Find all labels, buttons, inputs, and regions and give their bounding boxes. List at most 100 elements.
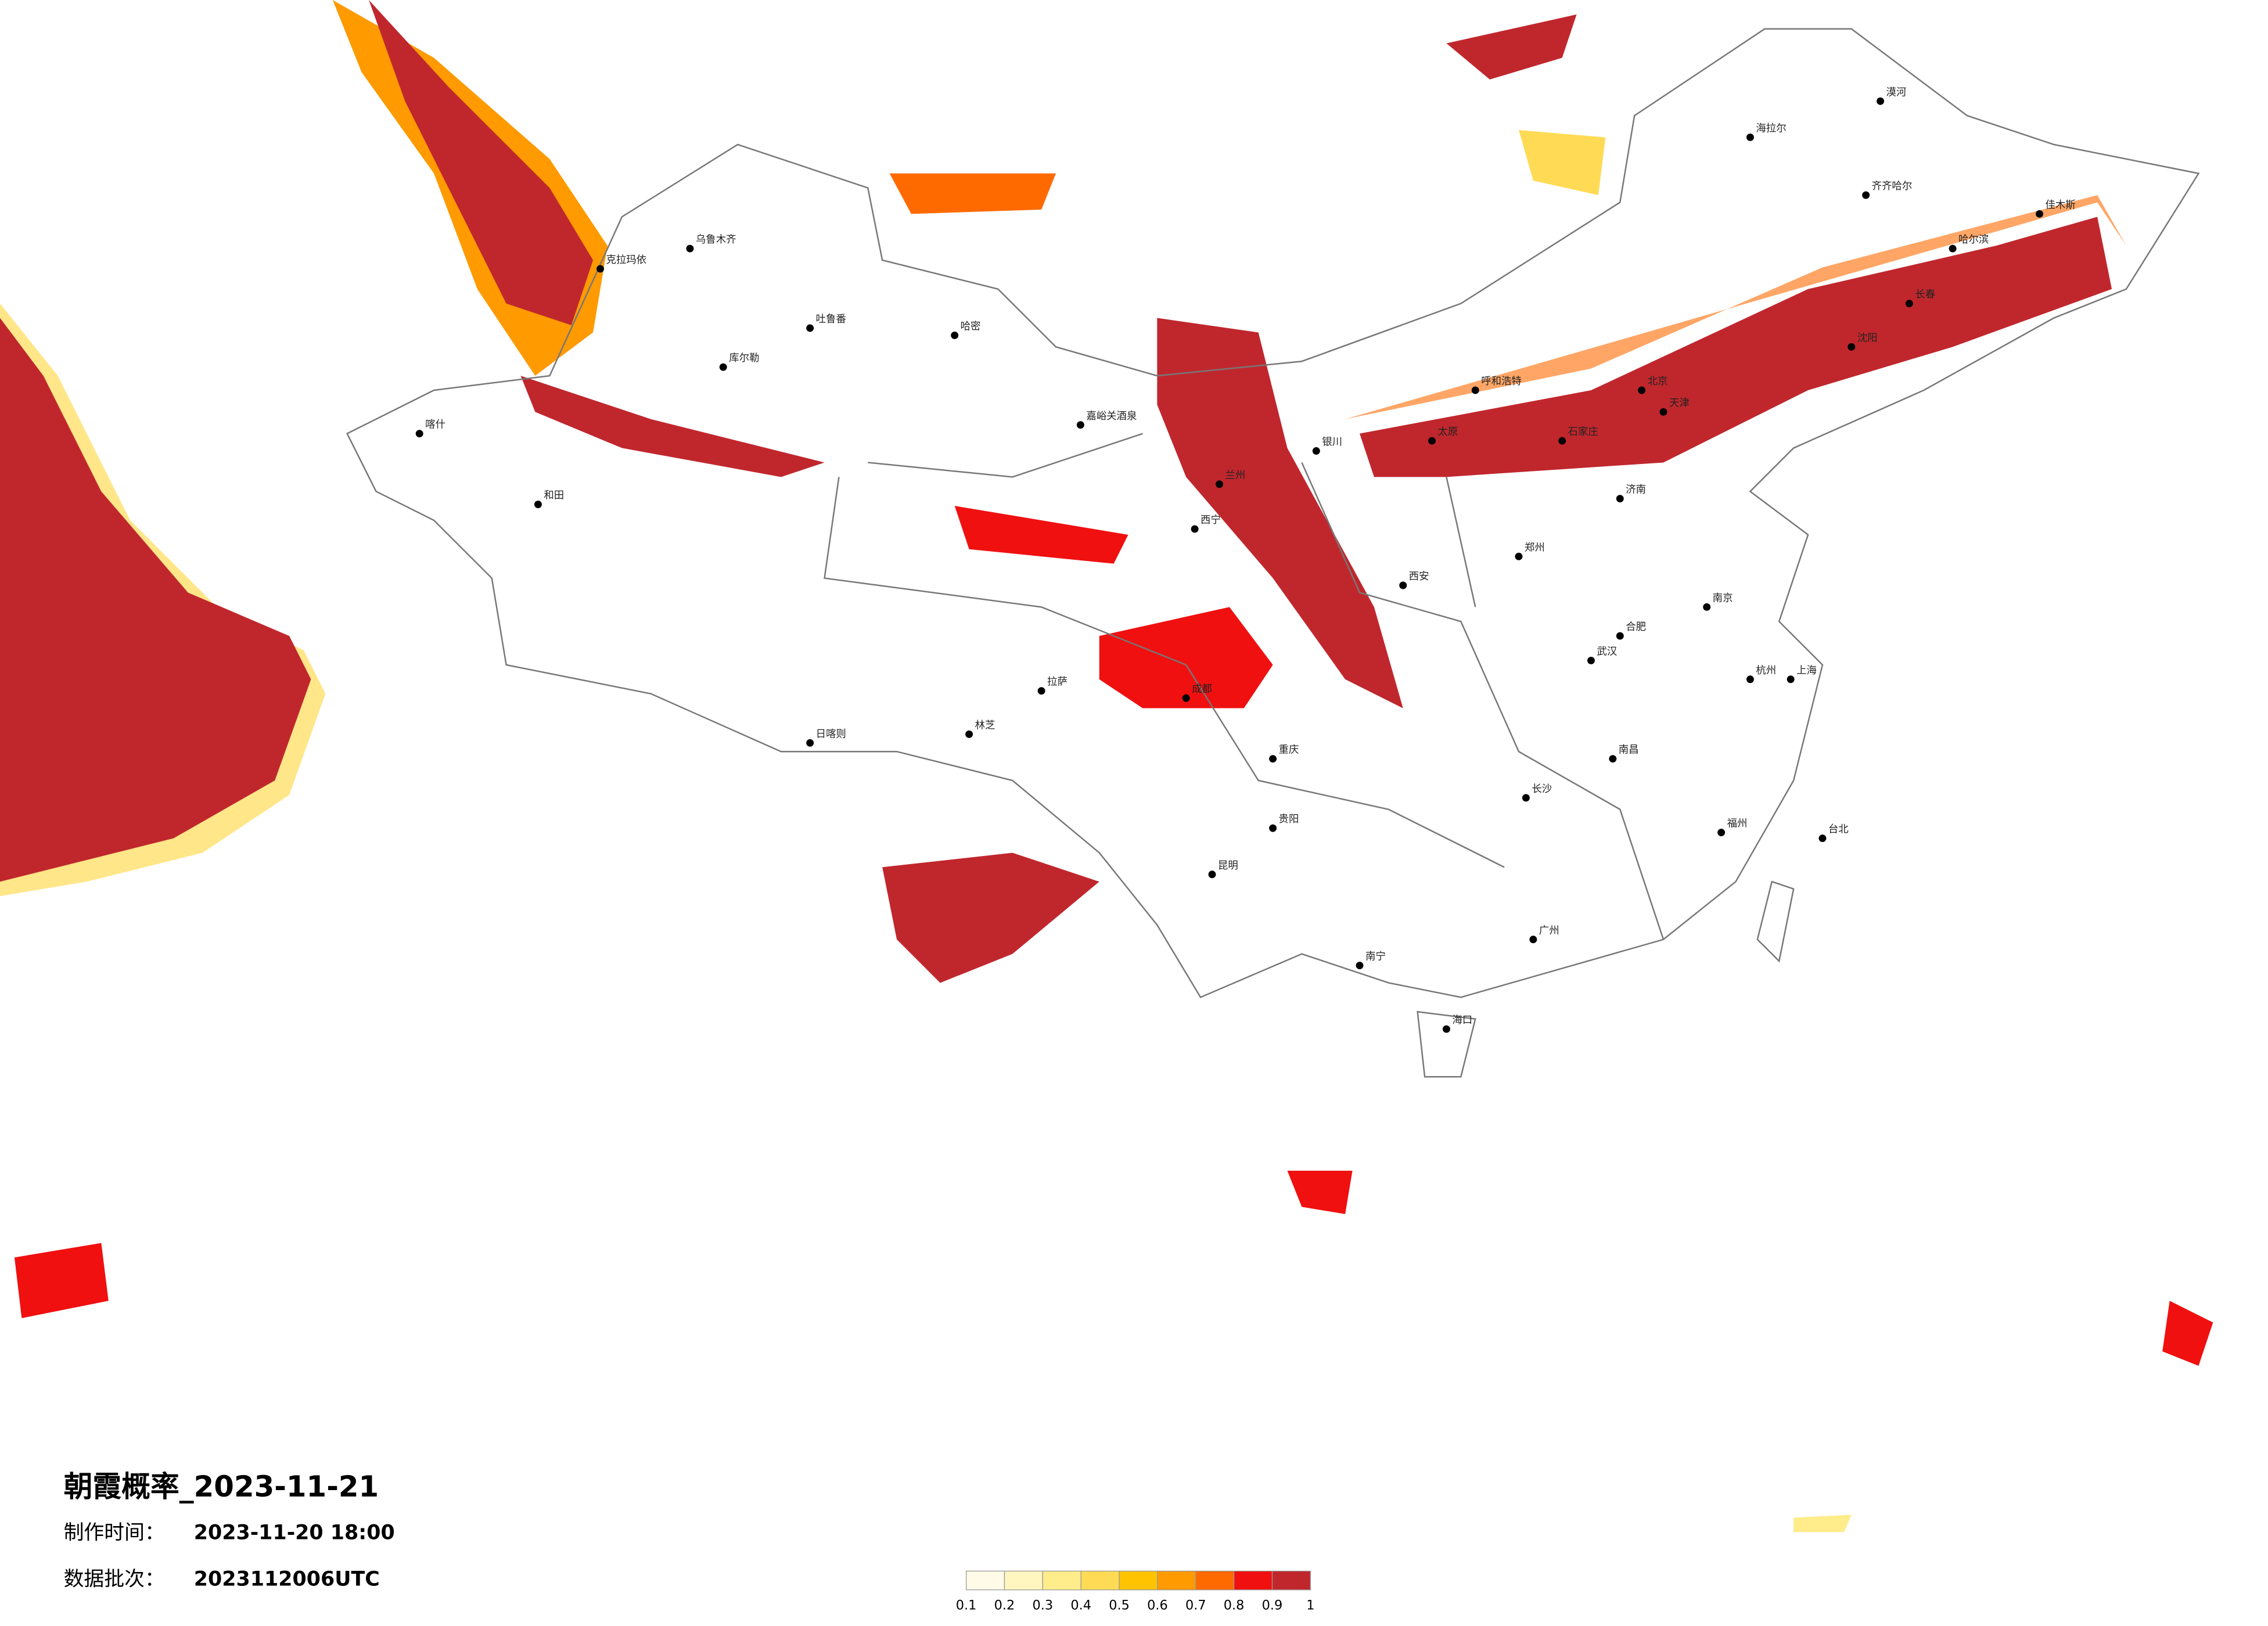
city-dot (965, 730, 973, 738)
city-dot (1215, 480, 1223, 488)
city-label: 昆明 (1218, 860, 1238, 872)
city-dot (2036, 210, 2043, 218)
city-dot (1269, 824, 1277, 832)
city-label: 吐鲁番 (816, 314, 846, 325)
city-dot (1609, 755, 1617, 763)
legend-tick: 0.5 (1109, 1598, 1130, 1613)
city-label: 武汉 (1597, 646, 1617, 657)
city-label: 拉萨 (1047, 677, 1067, 688)
city-label: 哈尔滨 (1958, 234, 1989, 246)
city-dot (1746, 675, 1754, 684)
city-label: 西宁 (1201, 515, 1221, 526)
city-dot (1818, 834, 1827, 843)
city-dot (1208, 870, 1216, 879)
city-label: 贵阳 (1279, 814, 1299, 825)
city-dot (1587, 656, 1595, 664)
city-dot (1659, 408, 1667, 416)
city-label: 天津 (1669, 397, 1690, 409)
city-label: 海口 (1452, 1015, 1472, 1026)
legend-tick: 0.7 (1185, 1598, 1206, 1613)
legend: 0.1 0.2 0.3 0.4 0.5 0.6 0.7 0.8 0.9 1 (956, 1570, 1314, 1613)
city-dot (1515, 552, 1523, 560)
city-dot (1905, 300, 1913, 308)
city-dot (1428, 437, 1436, 445)
city-dot (1269, 755, 1277, 763)
legend-swatch (1271, 1570, 1311, 1591)
title: 朝霞概率_2023-11-21 (64, 1470, 379, 1503)
city-label: 海拉尔 (1756, 123, 1786, 134)
city-dot (1399, 581, 1407, 589)
city-dot (686, 244, 694, 253)
legend-tick: 0.2 (994, 1598, 1015, 1613)
legend-swatch (1042, 1570, 1081, 1591)
city-label: 长沙 (1532, 783, 1552, 795)
legend-tick: 0.8 (1224, 1598, 1245, 1613)
city-label: 漠河 (1886, 87, 1907, 98)
city-dot (1848, 343, 1856, 351)
city-label: 乌鲁木齐 (696, 234, 736, 246)
city-label: 兰州 (1225, 470, 1245, 481)
city-dot (1558, 437, 1566, 445)
city-label: 沈阳 (1857, 332, 1878, 344)
city-dot (806, 739, 814, 747)
city-dot (415, 430, 423, 438)
made-time: 2023-11-20 18:00 (194, 1521, 395, 1545)
city-dot (719, 363, 727, 371)
city-dot (1471, 386, 1479, 394)
city-label: 杭州 (1756, 665, 1776, 677)
city-label: 合肥 (1626, 621, 1646, 633)
city-label: 库尔勒 (729, 352, 759, 364)
city-label: 广州 (1539, 925, 1559, 937)
legend-swatch (1004, 1570, 1043, 1591)
borders (346, 28, 2200, 1078)
city-label: 福州 (1727, 818, 1748, 830)
city-dot (951, 331, 959, 339)
city-dot (1442, 1025, 1450, 1033)
city-label: 郑州 (1525, 542, 1545, 553)
city-label: 石家庄 (1568, 426, 1598, 438)
city-dot (1076, 421, 1084, 429)
city-label: 重庆 (1279, 744, 1299, 756)
city-dot (1877, 97, 1885, 105)
city-label: 上海 (1796, 665, 1817, 677)
city-label: 长春 (1915, 289, 1935, 301)
legend-tick: 1 (1306, 1598, 1314, 1613)
legend-swatch (1080, 1570, 1120, 1591)
legend-tick: 0.6 (1147, 1598, 1168, 1613)
legend-tick: 0.4 (1070, 1598, 1091, 1613)
city-dot (1787, 675, 1795, 684)
city-label: 克拉玛依 (606, 254, 646, 266)
city-label: 林芝 (975, 720, 995, 731)
city-label: 北京 (1648, 376, 1668, 387)
probability-field (0, 0, 2213, 1533)
city-label: 日喀则 (816, 728, 846, 740)
city-label: 南昌 (1619, 744, 1639, 756)
legend-swatch (1119, 1570, 1158, 1591)
city-dot (1746, 133, 1754, 141)
city-label: 喀什 (425, 419, 445, 431)
legend-swatch (965, 1570, 1005, 1591)
city-label: 和田 (544, 490, 564, 502)
city-dot (1522, 794, 1530, 802)
city-dot (1862, 191, 1870, 199)
city-label: 佳木斯 (2045, 199, 2075, 211)
city-dot (1616, 495, 1624, 503)
city-dot (1529, 936, 1537, 944)
city-dot (596, 265, 605, 273)
city-label: 济南 (1626, 484, 1646, 496)
city-dot (1717, 829, 1726, 837)
city-label: 南宁 (1365, 951, 1386, 963)
city-dot (1703, 603, 1711, 611)
city-dot (1638, 386, 1646, 394)
legend-tick: 0.3 (1033, 1598, 1054, 1613)
city-label: 西安 (1409, 571, 1429, 582)
city-dot (1191, 525, 1199, 533)
city-dot (1312, 447, 1320, 455)
legend-swatch (1157, 1570, 1196, 1591)
city-label: 嘉峪关酒泉 (1086, 411, 1137, 422)
city-label: 台北 (1828, 824, 1849, 836)
city-label: 南京 (1713, 592, 1733, 604)
legend-swatch (1233, 1570, 1273, 1591)
city-dot (1182, 694, 1190, 702)
